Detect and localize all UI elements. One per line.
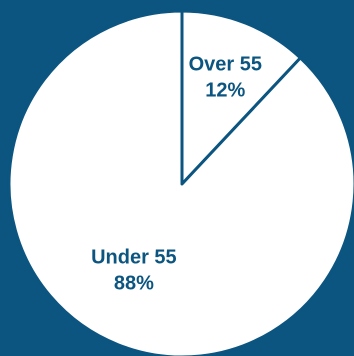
slice-label-under-55: Under 55 88% [91,247,177,295]
slice-percent: 88% [114,273,154,295]
slice-percent: 12% [205,80,245,102]
slice-label-over-55: Over 55 12% [189,54,262,102]
slice-name: Over 55 [189,54,262,76]
slice-name: Under 55 [91,247,177,269]
pie-slice-over-55 [180,9,302,186]
pie-slice-under-55 [7,9,354,356]
